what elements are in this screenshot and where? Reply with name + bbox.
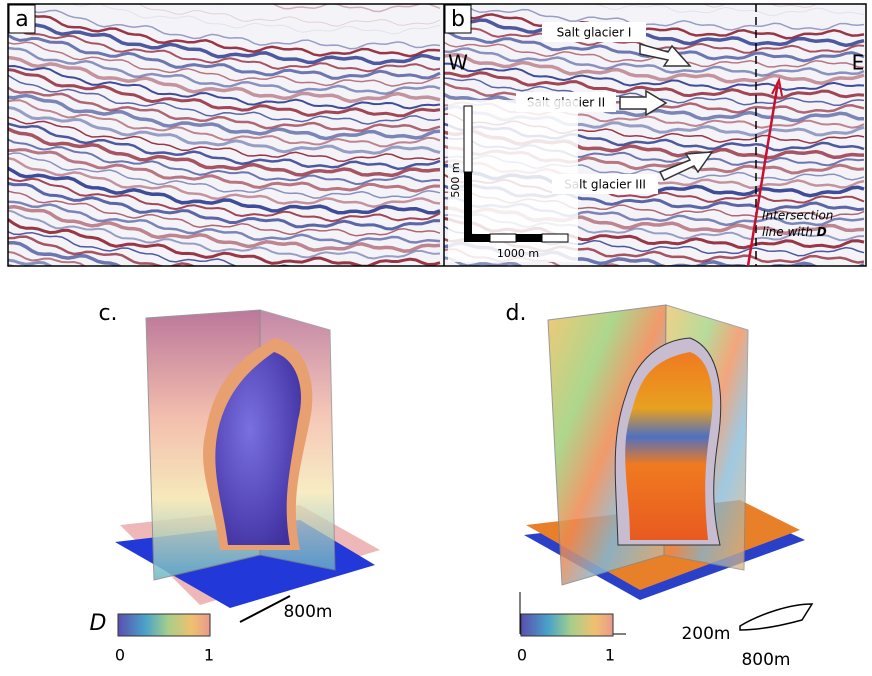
intersection-line bbox=[746, 81, 780, 267]
reflector bbox=[702, 4, 865, 8]
reflector bbox=[8, 64, 441, 110]
panel-label: a bbox=[15, 7, 28, 32]
reflector bbox=[8, 33, 441, 80]
reflector bbox=[444, 71, 865, 100]
colorbar-tick: 0 bbox=[517, 646, 527, 665]
reflector bbox=[8, 99, 441, 148]
scale-bar bbox=[464, 234, 490, 242]
reflector bbox=[8, 263, 16, 266]
intersection-label: line with D bbox=[762, 225, 827, 239]
scale-bar bbox=[516, 234, 542, 242]
reflector bbox=[8, 181, 441, 231]
annotation: Salt glacier III bbox=[564, 178, 646, 192]
reflector bbox=[444, 12, 865, 40]
reflector bbox=[8, 204, 441, 253]
label-box bbox=[8, 4, 36, 34]
reflector bbox=[444, 18, 865, 48]
panel-label: b bbox=[451, 7, 465, 32]
arrow bbox=[639, 43, 692, 67]
reflector bbox=[8, 218, 441, 266]
intersection-emphasis: D bbox=[817, 225, 827, 239]
reflector bbox=[8, 250, 87, 266]
reflector bbox=[8, 122, 441, 171]
direction-label: W bbox=[448, 51, 468, 75]
reflector bbox=[8, 231, 381, 266]
colorbar-tick: 1 bbox=[605, 646, 615, 665]
salt-body bbox=[215, 352, 301, 545]
reflector bbox=[8, 240, 123, 266]
intersection-label: Intersection bbox=[762, 209, 833, 223]
reflector bbox=[8, 190, 441, 237]
label-box bbox=[444, 4, 472, 34]
reflector bbox=[8, 116, 441, 163]
reflector bbox=[8, 74, 441, 125]
reflector bbox=[444, 0, 864, 1]
reflector bbox=[444, 62, 865, 91]
colorbar bbox=[520, 613, 614, 637]
colorbar-tick: 1 bbox=[204, 646, 214, 665]
reflector bbox=[8, 46, 441, 95]
reflector bbox=[8, 22, 441, 73]
scale-bar bbox=[541, 233, 569, 243]
scale-label: 500 m bbox=[449, 162, 462, 197]
scale-icon bbox=[739, 603, 814, 631]
scale-label: 800m bbox=[283, 602, 332, 622]
reflector bbox=[8, 200, 441, 246]
reflector bbox=[70, 4, 441, 35]
colorbar bbox=[117, 613, 211, 637]
reflector bbox=[138, 4, 441, 27]
reflector bbox=[444, 256, 524, 266]
reflector bbox=[444, 268, 864, 294]
reflector bbox=[581, 4, 865, 17]
reflector bbox=[8, 177, 441, 223]
panel-label: c. bbox=[98, 301, 117, 326]
reflector bbox=[444, 52, 865, 85]
scale-bar bbox=[239, 595, 291, 623]
annotation-bg bbox=[552, 174, 658, 194]
arrow bbox=[771, 76, 783, 97]
reflector bbox=[8, 86, 441, 132]
reflector bbox=[8, 68, 441, 118]
reflector bbox=[215, 4, 441, 13]
reflector bbox=[8, 209, 441, 260]
scale-bar bbox=[464, 172, 472, 238]
reflector bbox=[444, 47, 865, 77]
reflector bbox=[8, 41, 441, 87]
reflector bbox=[8, 138, 441, 186]
reflector bbox=[8, 14, 441, 66]
scale-label: 200m bbox=[681, 624, 730, 644]
scale-bar bbox=[463, 105, 473, 173]
arrow bbox=[658, 151, 714, 181]
scale-bar bbox=[489, 233, 517, 243]
annotation-bg bbox=[542, 22, 646, 42]
reflector bbox=[8, 152, 441, 199]
reflector bbox=[446, 4, 865, 31]
scale-label: 1000 m bbox=[497, 247, 539, 260]
reflector bbox=[8, 93, 441, 141]
salt-body bbox=[625, 352, 713, 540]
reflector bbox=[8, 106, 441, 155]
reflector bbox=[8, 166, 441, 215]
seismic-image-a bbox=[8, 0, 444, 319]
frame bbox=[7, 3, 867, 267]
reflector bbox=[8, 127, 441, 178]
reflector bbox=[8, 55, 441, 104]
reflector bbox=[8, 11, 441, 58]
scale-label: 800m bbox=[741, 650, 790, 670]
reflector bbox=[8, 272, 440, 319]
reflector bbox=[8, 6, 441, 50]
annotation: Salt glacier I bbox=[557, 26, 632, 40]
direction-label: E bbox=[852, 51, 865, 75]
colorbar-tick: 0 bbox=[115, 646, 125, 665]
reflector bbox=[8, 235, 198, 266]
reflector bbox=[8, 156, 441, 208]
reflector bbox=[8, 148, 441, 193]
arrow bbox=[619, 89, 668, 117]
colorbar-title: D bbox=[90, 611, 107, 636]
reflector bbox=[444, 273, 864, 301]
reflector bbox=[8, 0, 440, 3]
intersection-text: line with bbox=[762, 225, 813, 239]
panel-label: d. bbox=[506, 301, 527, 326]
